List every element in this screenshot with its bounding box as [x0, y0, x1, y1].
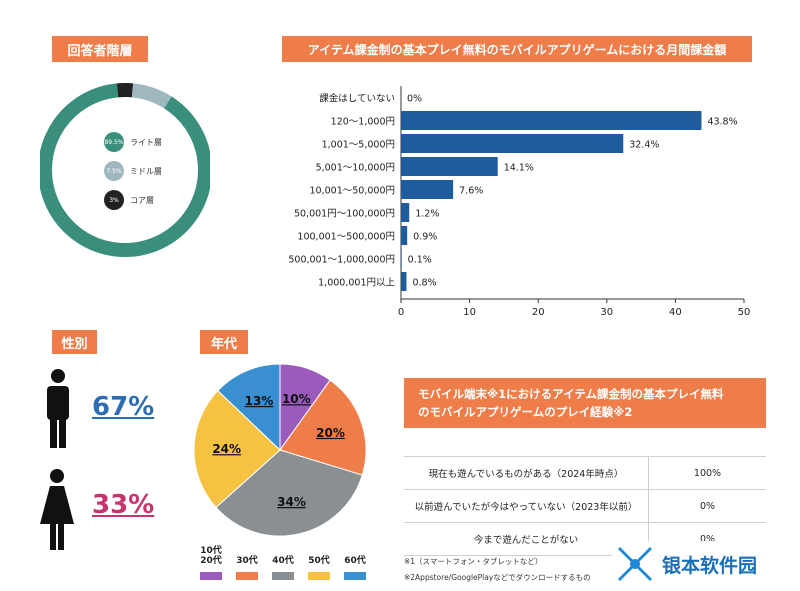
legend-label-core: コア層 — [130, 195, 154, 205]
bar — [401, 226, 408, 245]
bar-category-label: 課金はしていない — [319, 93, 395, 105]
respondents-title: 回答者階層 — [52, 36, 148, 62]
legend-dot-core: 3% — [104, 190, 124, 210]
experience-title: モバイル端末※1におけるアイテム課金制の基本プレイ無料 のモバイルアプリゲームの… — [404, 378, 766, 428]
pie-slice — [215, 449, 363, 537]
bar-value-label: 43.8% — [707, 117, 737, 128]
bar-value-label: 0.9% — [413, 232, 437, 243]
bar — [401, 272, 407, 291]
age-legend: 10代 20代 30代 40代 50代 60代 — [194, 546, 374, 586]
watermark-text: 银本软件园 — [662, 554, 758, 577]
age-legend-swatch — [308, 572, 330, 580]
age-legend-item: 60代 — [338, 546, 372, 580]
spend-bar-chart: 課金はしていない 0% 120～1,000円 43.8% 1,001～5,000円 32.… — [288, 86, 751, 318]
age-legend-label: 10代 20代 — [200, 546, 222, 566]
bar-value-label: 7.6% — [459, 186, 483, 197]
pie-value-label: 10% — [282, 392, 311, 406]
bar-category-label: 1,001～5,000円 — [322, 140, 395, 151]
donut-segment-middle — [131, 83, 172, 109]
legend-label-light: ライト層 — [130, 137, 162, 147]
male-icon — [47, 369, 69, 448]
footnote-1: ※1（スマートフォン・タブレットなど） — [404, 557, 543, 566]
table-row: 以前遊んでいたが今はやっていない（2023年以前） 0% — [404, 489, 766, 523]
spend-title: アイテム課金制の基本プレイ無料のモバイルアプリゲームにおける月間課金額 — [282, 36, 752, 62]
bar-category-label: 1,000,001円以上 — [318, 278, 395, 289]
age-legend-label: 60代 — [344, 556, 366, 566]
age-legend-label: 40代 — [272, 556, 294, 566]
age-legend-label: 50代 — [308, 556, 330, 566]
bar-category-label: 100,001～500,000円 — [297, 232, 395, 243]
experience-label: 現在も遊んでいるものがある（2024年時点） — [404, 456, 649, 490]
age-legend-swatch — [344, 572, 366, 580]
legend-dot-middle: 7.5% — [104, 161, 124, 181]
footnote-2: ※2Appstore/GooglePlayなどでダウンロードするもの — [404, 573, 591, 582]
bar-value-label: 0% — [407, 94, 422, 105]
age-title: 年代 — [200, 330, 248, 354]
respondents-legend-core: 3% コア層 — [104, 190, 154, 210]
pie-slice — [193, 389, 281, 509]
x-tick-label: 50 — [738, 307, 751, 318]
respondents-donut-chart — [40, 83, 210, 257]
x-tick-label: 30 — [600, 307, 613, 318]
watermark-logo-icon — [618, 547, 652, 581]
legend-dot-light: 89.5% — [104, 132, 124, 152]
female-percentage: 33% — [92, 490, 155, 520]
female-icon — [40, 469, 74, 550]
bar-value-label: 32.4% — [629, 140, 659, 151]
bar — [401, 111, 702, 130]
table-row: 現在も遊んでいるものがある（2024年時点） 100% — [404, 456, 766, 490]
bar-category-label: 500,001～1,000,000円 — [288, 255, 395, 266]
male-percentage: 67% — [92, 392, 155, 422]
age-legend-swatch — [200, 572, 222, 580]
table-row: 今まで遊んだことがない 0% — [404, 522, 766, 556]
gender-title: 性別 — [52, 330, 97, 354]
experience-label: 今まで遊んだことがない — [404, 522, 649, 556]
pie-value-label: 24% — [212, 442, 241, 456]
watermark: 银本软件园 — [612, 541, 788, 587]
bar-category-label: 5,001～10,000円 — [316, 163, 395, 174]
bar — [401, 157, 498, 176]
x-tick-label: 0 — [398, 307, 404, 318]
bar — [401, 249, 402, 268]
age-legend-item: 10代 20代 — [194, 546, 228, 580]
experience-value: 100% — [648, 456, 766, 490]
pie-value-label: 34% — [277, 495, 306, 509]
bar-category-label: 50,001円～100,000円 — [294, 209, 395, 220]
age-legend-item: 40代 — [266, 546, 300, 580]
bar-value-label: 14.1% — [504, 163, 534, 174]
age-pie-chart: 10% 20% 34% 24% 13% — [193, 363, 367, 537]
pie-value-label: 20% — [316, 426, 345, 440]
bar — [401, 180, 454, 199]
x-tick-label: 20 — [532, 307, 545, 318]
respondents-legend-light: 89.5% ライト層 — [104, 132, 162, 152]
bar-category-label: 10,001～50,000円 — [310, 186, 395, 197]
respondents-legend-middle: 7.5% ミドル層 — [104, 161, 162, 181]
bar-category-label: 120～1,000円 — [331, 117, 395, 128]
pie-slice — [217, 363, 281, 452]
age-legend-item: 30代 — [230, 546, 264, 580]
pie-value-label: 13% — [245, 394, 274, 408]
age-legend-label: 30代 — [236, 556, 258, 566]
pie-slice — [279, 379, 367, 476]
age-legend-swatch — [272, 572, 294, 580]
bar — [401, 134, 624, 153]
legend-label-middle: ミドル層 — [130, 166, 162, 176]
bar-value-label: 1.2% — [415, 209, 439, 220]
experience-label: 以前遊んでいたが今はやっていない（2023年以前） — [404, 489, 649, 523]
age-legend-swatch — [236, 572, 258, 580]
bar-value-label: 0.8% — [412, 278, 436, 289]
age-legend-item: 50代 — [302, 546, 336, 580]
experience-title-line2: のモバイルアプリゲームのプレイ経験※2 — [418, 405, 633, 419]
x-tick-label: 40 — [669, 307, 682, 318]
experience-value: 0% — [648, 489, 766, 523]
x-tick-label: 10 — [463, 307, 476, 318]
experience-title-line1: モバイル端末※1におけるアイテム課金制の基本プレイ無料 — [418, 387, 724, 401]
bar — [401, 203, 410, 222]
experience-table: 現在も遊んでいるものがある（2024年時点） 100% 以前遊んでいたが今はやっ… — [404, 456, 766, 556]
donut-segment-light — [40, 83, 210, 257]
bar-value-label: 0.1% — [408, 255, 432, 266]
